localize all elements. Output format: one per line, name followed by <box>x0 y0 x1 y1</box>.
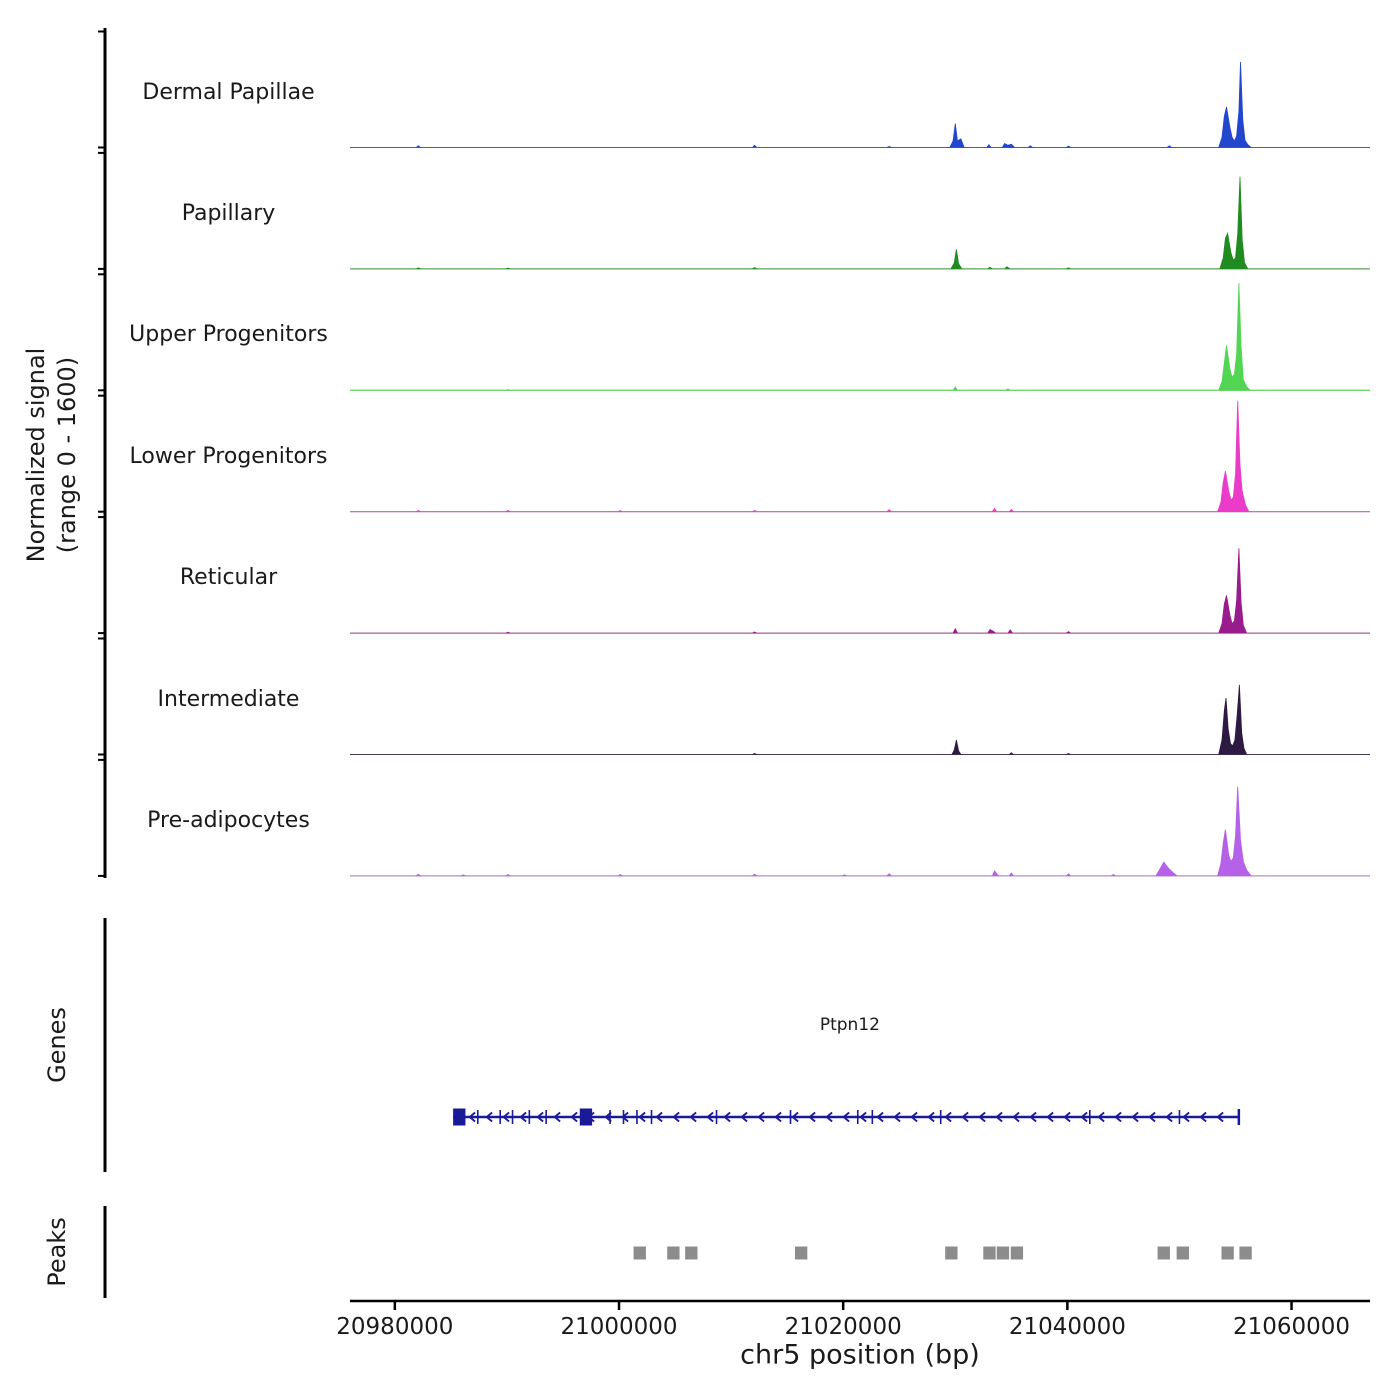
peak-region <box>996 1246 1010 1260</box>
gene-strand-arrow <box>1080 1111 1088 1123</box>
gene-strand-arrow <box>1046 1111 1054 1123</box>
gene-strand-arrow <box>689 1111 697 1123</box>
signal-area-papillary <box>350 176 1370 270</box>
gene-strand-arrow <box>842 1111 850 1123</box>
gene-strand-arrow <box>876 1111 884 1123</box>
gene-strand-arrow <box>1097 1111 1105 1123</box>
signal-area-upper-progenitors <box>350 282 1370 391</box>
gene-strand-arrow <box>672 1111 680 1123</box>
gene-strand-arrow <box>1131 1111 1139 1123</box>
gene-name-label: Ptpn12 <box>820 1015 880 1035</box>
gene-strand-arrow <box>1216 1111 1224 1123</box>
track-label-upper-progenitors: Upper Progenitors <box>129 322 328 348</box>
signal-area-dermal-papillae <box>350 61 1370 148</box>
gene-strand-arrow <box>1114 1111 1122 1123</box>
signal-track-intermediate <box>98 637 1370 756</box>
x-axis-tick-label: 21040000 <box>1009 1314 1126 1340</box>
gene-exon-block <box>453 1108 466 1126</box>
peak-region <box>945 1246 958 1260</box>
gene-strand-arrow <box>791 1111 799 1123</box>
gene-strand-arrow <box>1199 1111 1207 1123</box>
signal-area-lower-progenitors <box>350 400 1370 513</box>
peak-region <box>633 1246 646 1260</box>
signal-track-pre-adipocytes <box>98 758 1370 877</box>
gene-strand-arrow <box>774 1111 782 1123</box>
gene-strand-arrow <box>927 1111 935 1123</box>
peak-region <box>1176 1246 1189 1260</box>
gene-strand-arrow <box>485 1111 493 1123</box>
x-axis-title: chr5 position (bp) <box>740 1339 980 1371</box>
peak-region <box>1239 1246 1252 1260</box>
gene-strand-arrow <box>1148 1111 1156 1123</box>
gene-strand-arrow <box>740 1111 748 1123</box>
signal-track-upper-progenitors <box>98 273 1370 392</box>
gene-strand-arrow <box>570 1111 578 1123</box>
track-label-dermal-papillae: Dermal Papillae <box>142 79 315 105</box>
signal-track-dermal-papillae <box>98 30 1370 149</box>
signal-track-reticular <box>98 516 1370 635</box>
peak-region <box>685 1246 698 1260</box>
gene-strand-arrow <box>1012 1111 1020 1123</box>
gene-strand-arrow <box>638 1111 646 1123</box>
track-label-lower-progenitors: Lower Progenitors <box>129 443 328 469</box>
gene-strand-arrow <box>553 1111 561 1123</box>
gene-strand-arrow <box>723 1111 731 1123</box>
x-axis: 20980000 21000000 21020000 21040000 21060000 <box>336 1299 1370 1340</box>
peak-region <box>667 1246 680 1260</box>
signal-area-intermediate <box>350 684 1370 755</box>
peak-region <box>1221 1246 1234 1260</box>
gene-strand-arrow <box>893 1111 901 1123</box>
gene-strand-arrow <box>468 1111 476 1123</box>
track-label-intermediate: Intermediate <box>157 686 300 712</box>
gene-strand-arrow <box>1165 1111 1173 1123</box>
gene-strand-arrow <box>1029 1111 1037 1123</box>
gene-strand-arrow <box>1182 1111 1190 1123</box>
gene-strand-arrow <box>757 1111 765 1123</box>
peak-regions <box>633 1246 1252 1260</box>
gene-strand-arrow <box>995 1111 1003 1123</box>
peak-region <box>1010 1246 1024 1260</box>
track-label-pre-adipocytes: Pre-adipocytes <box>147 807 310 833</box>
gene-strand-arrow <box>825 1111 833 1123</box>
gene-strand-arrow <box>655 1111 663 1123</box>
peak-region <box>1157 1246 1170 1260</box>
gene-strand-arrow <box>502 1111 510 1123</box>
gene-strand-arrow <box>706 1111 714 1123</box>
gene-exon-block <box>579 1108 593 1126</box>
signal-track-papillary <box>98 151 1370 270</box>
peak-region <box>983 1246 996 1260</box>
gene-strand-arrow <box>961 1111 969 1123</box>
peak-region <box>794 1246 808 1260</box>
x-axis-tick-label: 21020000 <box>785 1314 902 1340</box>
gene-strand-arrow <box>859 1111 867 1123</box>
gene-strand-arrow <box>808 1111 816 1123</box>
gene-strand-arrow <box>536 1111 544 1123</box>
gene-model-ptpn12: Ptpn12 <box>453 1015 1241 1126</box>
x-axis-tick-label: 21060000 <box>1233 1314 1350 1340</box>
gene-strand-arrow <box>910 1111 918 1123</box>
gene-strand-arrow <box>944 1111 952 1123</box>
gene-strand-arrow <box>621 1111 629 1123</box>
x-axis-tick-label: 21000000 <box>560 1314 677 1340</box>
gene-strand-arrow <box>519 1111 527 1123</box>
signal-track-lower-progenitors <box>98 394 1370 513</box>
x-axis-tick-label: 20980000 <box>336 1314 453 1340</box>
gene-strand-arrow <box>1063 1111 1071 1123</box>
track-label-papillary: Papillary <box>181 200 276 226</box>
signal-area-reticular <box>350 548 1370 634</box>
track-label-reticular: Reticular <box>179 565 278 591</box>
signal-area-pre-adipocytes <box>350 786 1370 877</box>
gene-strand-arrow <box>978 1111 986 1123</box>
